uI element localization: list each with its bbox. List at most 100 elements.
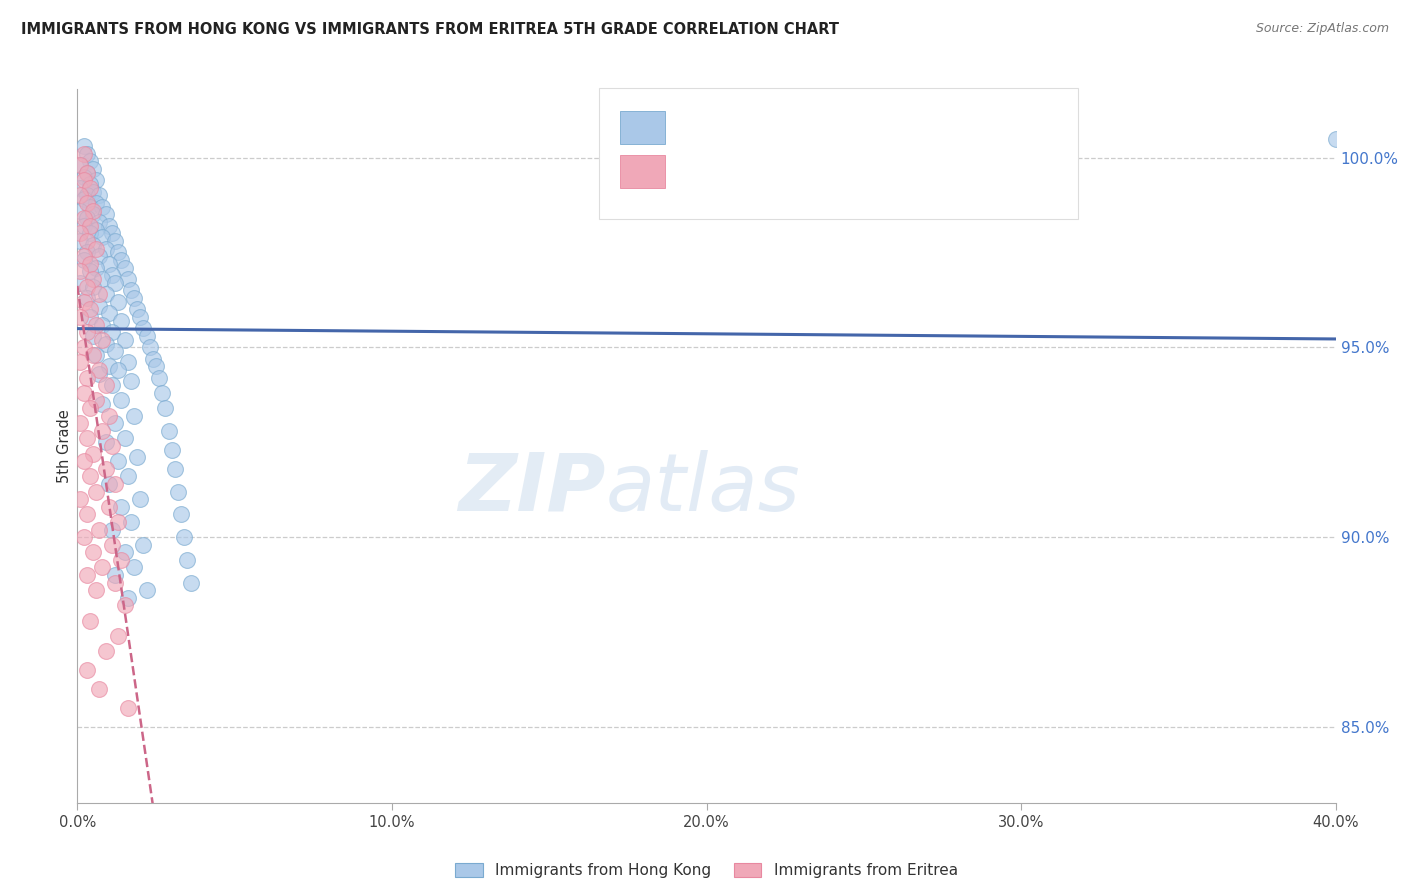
Point [82,161,104,176]
Point [84,242,107,256]
Point [107,629,129,643]
Point [69,227,91,241]
Point [89,249,111,263]
Point [117,591,139,605]
Point [101,439,124,453]
Point [76,211,98,226]
Point [79,177,101,191]
Text: atlas: atlas [606,450,800,528]
Point [180,575,202,590]
Point [91,333,114,347]
Point [104,276,127,290]
Point [76,279,98,293]
Point [69,158,91,172]
Point [94,435,117,450]
Point [104,344,127,359]
Point [69,355,91,369]
Point [84,393,107,408]
Point [94,207,117,221]
Point [107,294,129,309]
Point [82,329,104,343]
Point [127,302,149,317]
Point [163,462,186,476]
Point [97,257,120,271]
Point [79,310,101,324]
Point [79,181,101,195]
Point [72,530,94,544]
Point [69,492,91,507]
Point [72,249,94,263]
Point [94,378,117,392]
Point [89,363,111,377]
Point [82,203,104,218]
Point [76,568,98,582]
Point [72,169,94,184]
Point [69,234,91,248]
Point [94,336,117,351]
Point [107,515,129,529]
Point [69,264,91,278]
Point [104,477,127,491]
Point [69,276,91,290]
Point [104,416,127,430]
Point [82,348,104,362]
Point [110,393,132,408]
Point [114,545,136,559]
Point [129,492,152,507]
Point [91,424,114,438]
Point [69,310,91,324]
Point [91,397,114,411]
Point [72,139,94,153]
Point [89,188,111,202]
Point [107,245,129,260]
Text: 0.027: 0.027 [718,162,768,181]
Point [79,302,101,317]
Text: 110: 110 [831,118,863,136]
Point [72,294,94,309]
Point [76,234,98,248]
Point [76,166,98,180]
Point [76,325,98,339]
Point [97,359,120,374]
Point [91,560,114,574]
Text: 65: 65 [831,162,853,181]
Text: N =: N = [785,118,834,136]
Point [114,260,136,275]
Point [101,227,124,241]
Point [122,560,145,574]
Point [104,234,127,248]
Point [120,375,142,389]
Point [117,701,139,715]
Point [101,538,124,552]
Point [148,370,170,384]
Point [97,306,120,320]
Point [110,252,132,267]
Point [110,553,132,567]
Point [89,681,111,696]
Point [82,279,104,293]
Point [72,454,94,468]
Point [76,291,98,305]
Point [89,215,111,229]
Point [94,242,117,256]
Point [120,284,142,298]
Point [79,219,101,233]
Point [107,363,129,377]
Point [76,196,98,211]
Point [91,230,114,244]
Point [76,370,98,384]
Text: R =: R = [679,118,717,136]
Point [84,484,107,499]
Point [120,515,142,529]
Point [84,222,107,236]
Point [101,268,124,283]
Point [82,272,104,286]
Point [107,454,129,468]
Point [94,462,117,476]
Point [69,203,91,218]
Point [157,424,180,438]
Point [129,310,152,324]
Text: ZIP: ZIP [458,450,606,528]
Point [69,416,91,430]
Point [72,211,94,226]
